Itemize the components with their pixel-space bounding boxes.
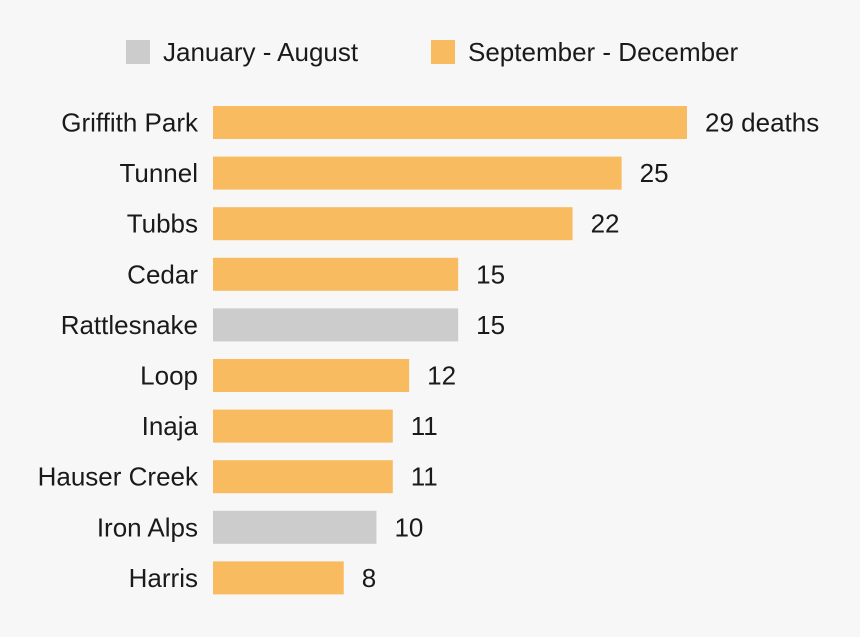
value-label: 11 xyxy=(411,462,438,492)
bar-harris xyxy=(213,561,344,595)
bar-griffith-park xyxy=(213,106,687,139)
value-label: 22 xyxy=(591,209,620,239)
category-label: Griffith Park xyxy=(61,108,199,138)
value-label: 25 xyxy=(640,158,669,188)
legend-label-jan_aug: January - August xyxy=(163,37,359,67)
category-label: Iron Alps xyxy=(97,512,198,542)
category-label: Inaja xyxy=(142,411,199,441)
bar-hauser-creek xyxy=(213,460,393,494)
bar-loop xyxy=(213,359,410,392)
value-label: 8 xyxy=(362,563,376,593)
bars: Griffith Park 29 deaths Tunnel 25 Tubbs 22 Ced… xyxy=(38,106,819,595)
bar-tunnel xyxy=(213,156,622,190)
legend-swatch-sep_dec xyxy=(431,40,455,64)
value-label: 11 xyxy=(411,411,438,441)
legend-swatch-jan_aug xyxy=(126,40,150,64)
category-label: Tunnel xyxy=(119,158,198,188)
category-label: Rattlesnake xyxy=(61,310,198,340)
value-label: 10 xyxy=(394,512,423,542)
category-label: Cedar xyxy=(127,259,198,289)
value-label: 12 xyxy=(427,361,456,391)
legend-label-sep_dec: September - December xyxy=(468,37,739,67)
bar-tubbs xyxy=(213,207,573,241)
bar-inaja xyxy=(213,409,393,443)
bar-iron-alps xyxy=(213,510,377,544)
legend: January - August September - December xyxy=(126,37,739,67)
category-label: Loop xyxy=(140,361,198,391)
value-label: 29 deaths xyxy=(705,108,819,138)
category-label: Hauser Creek xyxy=(38,462,199,492)
category-label: Harris xyxy=(129,563,198,593)
value-label: 15 xyxy=(476,310,505,340)
category-label: Tubbs xyxy=(127,209,198,239)
bar-cedar xyxy=(213,257,459,291)
bar-rattlesnake xyxy=(213,308,459,342)
value-label: 15 xyxy=(476,259,505,289)
